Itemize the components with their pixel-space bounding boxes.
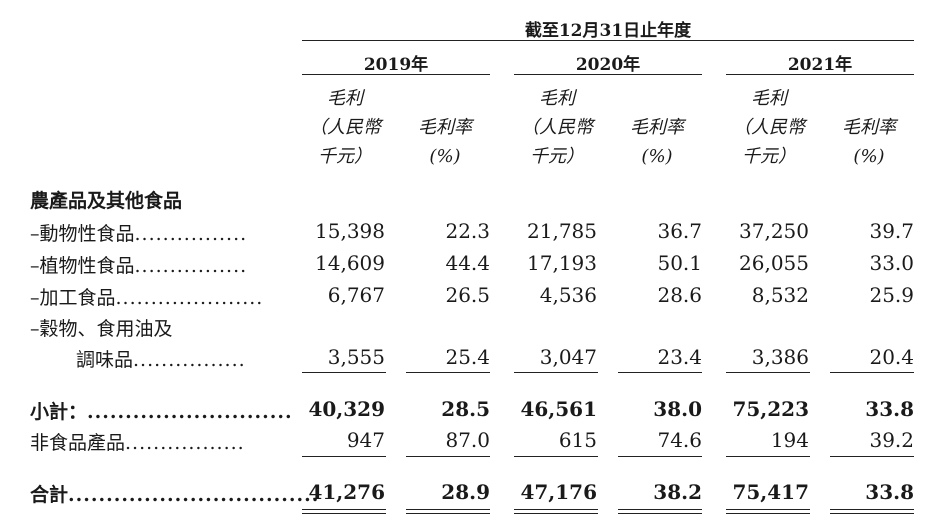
total-double-rule-2019-profit	[302, 509, 386, 510]
cell-total-2021-profit: 75,417	[732, 480, 809, 504]
cell-nonfood-2021-margin: 39.2	[869, 428, 914, 452]
cell-processed-2019-margin: 26.5	[445, 283, 490, 307]
cell-processed-2020-profit: 4,536	[539, 283, 597, 307]
gross-margin-header-2021: 毛利率	[842, 117, 896, 138]
subtotal-rule-2020-margin	[618, 372, 702, 373]
total-rule-2021-margin	[830, 456, 914, 457]
cell-grains-2019-margin: 25.4	[445, 345, 490, 369]
gross-margin-header-2019: 毛利率	[418, 117, 472, 138]
gross-margin-pct-2021: (%)	[853, 146, 885, 167]
total-double-rule-2021-profit	[726, 509, 810, 510]
total-double-rule-2019-margin-2	[406, 513, 490, 514]
total-double-rule-2020-profit-2	[514, 513, 598, 514]
row-label-plant-food: –植物性食品................	[30, 255, 248, 277]
subtotal-rule-2019-profit	[302, 372, 386, 373]
cell-subtotal-2019-margin: 28.5	[441, 397, 490, 421]
total-double-rule-2020-margin-2	[618, 513, 702, 514]
subtotal-rule-2021-profit	[726, 372, 810, 373]
cell-animal-2019-margin: 22.3	[445, 219, 490, 243]
total-double-rule-2019-margin	[406, 509, 490, 510]
cell-nonfood-2020-profit: 615	[558, 428, 597, 452]
cell-animal-2021-margin: 39.7	[869, 219, 914, 243]
gross-profit-header-2019: 毛利 （人民幣 千元）	[309, 88, 381, 167]
cell-nonfood-2019-profit: 947	[346, 428, 385, 452]
cell-animal-2020-margin: 36.7	[657, 219, 702, 243]
gross-profit-header-2021: 毛利 （人民幣 千元）	[733, 88, 805, 167]
total-double-rule-2019-profit-2	[302, 513, 386, 514]
cell-total-2019-profit: 41,276	[308, 480, 385, 504]
row-label-total: 合計.................................	[30, 484, 320, 506]
cell-plant-2019-profit: 14,609	[315, 251, 385, 275]
cell-grains-2020-margin: 23.4	[657, 345, 702, 369]
period-header: 截至12月31日止年度	[524, 21, 692, 41]
year-underline-2019	[302, 74, 490, 75]
gross-margin-pct-2019: (%)	[429, 146, 461, 167]
year-2021: 2021年	[787, 55, 853, 75]
row-label-animal-food: –動物性食品................	[30, 223, 248, 245]
cell-nonfood-2020-margin: 74.6	[657, 428, 702, 452]
year-2020: 2020年	[575, 55, 641, 75]
cell-animal-2019-profit: 15,398	[315, 219, 385, 243]
cell-total-2020-profit: 47,176	[520, 480, 597, 504]
row-label-condiments: 調味品................	[76, 349, 246, 371]
cell-subtotal-2020-profit: 46,561	[520, 397, 597, 421]
cell-animal-2021-profit: 37,250	[739, 219, 809, 243]
period-underline	[302, 40, 914, 41]
total-rule-2020-profit	[514, 456, 598, 457]
total-rule-2021-profit	[726, 456, 810, 457]
cell-grains-2019-profit: 3,555	[327, 345, 385, 369]
subtotal-rule-2020-profit	[514, 372, 598, 373]
cell-plant-2020-margin: 50.1	[657, 251, 702, 275]
gross-margin-pct-2020: (%)	[641, 146, 673, 167]
section-title: 農產品及其他食品	[30, 190, 183, 212]
cell-total-2019-margin: 28.9	[441, 480, 490, 504]
cell-total-2021-margin: 33.8	[865, 480, 914, 504]
total-rule-2019-margin	[406, 456, 490, 457]
cell-grains-2021-profit: 3,386	[751, 345, 809, 369]
cell-plant-2019-margin: 44.4	[445, 251, 490, 275]
row-label-processed-food: –加工食品.....................	[30, 287, 264, 309]
row-label-non-food: 非食品產品.................	[30, 432, 245, 454]
gross-profit-header-2020: 毛利 （人民幣 千元）	[521, 88, 593, 167]
year-2019: 2019年	[363, 55, 429, 75]
cell-nonfood-2021-profit: 194	[770, 428, 809, 452]
cell-plant-2021-margin: 33.0	[869, 251, 914, 275]
total-double-rule-2021-margin	[830, 509, 914, 510]
subtotal-rule-2021-margin	[830, 372, 914, 373]
total-double-rule-2021-margin-2	[830, 513, 914, 514]
cell-processed-2021-profit: 8,532	[751, 283, 809, 307]
cell-subtotal-2019-profit: 40,329	[308, 397, 385, 421]
total-rule-2019-profit	[302, 456, 386, 457]
total-rule-2020-margin	[618, 456, 702, 457]
cell-plant-2021-profit: 26,055	[739, 251, 809, 275]
total-double-rule-2020-profit	[514, 509, 598, 510]
cell-processed-2020-margin: 28.6	[657, 283, 702, 307]
subtotal-rule-2019-margin	[406, 372, 490, 373]
row-label-grains-oil: –穀物、食用油及	[30, 318, 173, 340]
cell-grains-2021-margin: 20.4	[869, 345, 914, 369]
cell-grains-2020-profit: 3,047	[539, 345, 597, 369]
total-double-rule-2020-margin	[618, 509, 702, 510]
cell-subtotal-2021-profit: 75,223	[732, 397, 809, 421]
cell-subtotal-2020-margin: 38.0	[653, 397, 702, 421]
cell-total-2020-margin: 38.2	[653, 480, 702, 504]
gross-margin-header-2020: 毛利率	[630, 117, 684, 138]
cell-animal-2020-profit: 21,785	[527, 219, 597, 243]
row-label-subtotal: 小計：...........................	[30, 401, 293, 423]
year-underline-2020	[514, 74, 702, 75]
cell-subtotal-2021-margin: 33.8	[865, 397, 914, 421]
cell-processed-2019-profit: 6,767	[327, 283, 385, 307]
cell-processed-2021-margin: 25.9	[869, 283, 914, 307]
cell-plant-2020-profit: 17,193	[527, 251, 597, 275]
cell-nonfood-2019-margin: 87.0	[445, 428, 490, 452]
total-double-rule-2021-profit-2	[726, 513, 810, 514]
year-underline-2021	[726, 74, 914, 75]
